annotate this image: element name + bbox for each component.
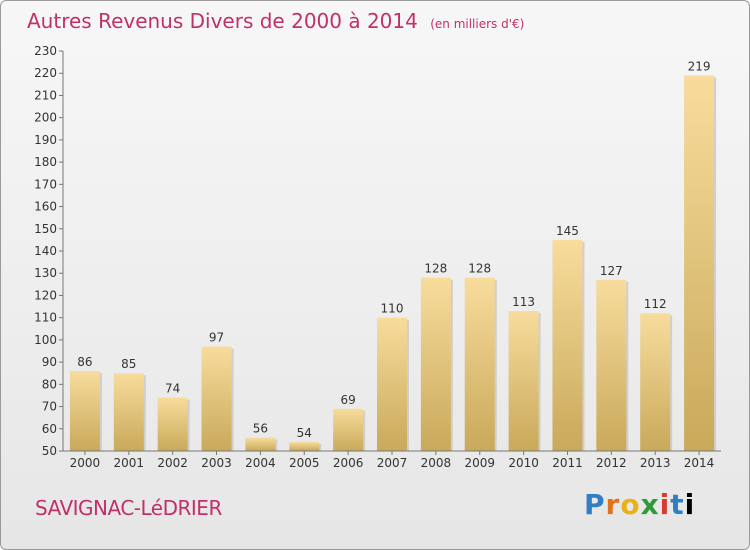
x-tick-label: 2013	[640, 456, 671, 470]
bar-value-label: 128	[468, 262, 491, 276]
y-tick-label: 230	[34, 44, 57, 58]
logo-letter: i	[659, 488, 671, 521]
bar	[420, 277, 451, 451]
y-tick-label: 160	[34, 200, 57, 214]
y-tick-label: 120	[34, 288, 57, 302]
city-name: SAVIGNAC-LéDRIER	[35, 496, 222, 520]
chart-title: Autres Revenus Divers de 2000 à 2014 (en…	[27, 9, 524, 33]
y-tick-label: 50	[42, 444, 57, 458]
x-tick-label: 2010	[508, 456, 539, 470]
y-tick-label: 90	[42, 355, 57, 369]
y-tick-label: 130	[34, 266, 57, 280]
logo-letter: t	[670, 488, 685, 521]
y-tick-label: 140	[34, 244, 57, 258]
x-tick-label: 2004	[245, 456, 276, 470]
y-tick-label: 190	[34, 133, 57, 147]
y-tick-label: 60	[42, 422, 57, 436]
y-tick-label: 180	[34, 155, 57, 169]
x-tick-label: 2009	[464, 456, 495, 470]
bar-value-label: 86	[77, 355, 92, 369]
logo-letter: P	[584, 488, 606, 521]
logo-letter: x	[640, 488, 660, 521]
bar	[640, 313, 671, 451]
x-tick-label: 2000	[70, 456, 101, 470]
bar	[684, 75, 715, 451]
bar-value-label: 145	[556, 224, 579, 238]
x-tick-label: 2012	[596, 456, 627, 470]
bar	[508, 311, 539, 451]
y-tick-label: 70	[42, 400, 57, 414]
bar-value-label: 74	[165, 382, 180, 396]
x-tick-label: 2001	[114, 456, 145, 470]
y-tick-label: 80	[42, 377, 57, 391]
x-tick-label: 2011	[552, 456, 583, 470]
y-tick-label: 100	[34, 333, 57, 347]
x-tick-label: 2014	[684, 456, 715, 470]
chart-title-text: Autres Revenus Divers de 2000 à 2014	[27, 9, 418, 33]
y-tick-label: 200	[34, 111, 57, 125]
bar-value-label: 110	[381, 302, 404, 316]
proxiti-logo: Proxiti	[584, 488, 695, 521]
bar-value-label: 54	[297, 426, 312, 440]
bar-value-label: 127	[600, 264, 623, 278]
bar-value-label: 85	[121, 357, 136, 371]
x-tick-label: 2002	[157, 456, 188, 470]
x-tick-label: 2007	[377, 456, 408, 470]
logo-letter: r	[605, 488, 621, 521]
y-tick-label: 110	[34, 311, 57, 325]
x-tick-label: 2005	[289, 456, 320, 470]
x-tick-label: 2008	[421, 456, 452, 470]
bar	[157, 397, 188, 451]
x-tick-label: 2006	[333, 456, 364, 470]
bar-value-label: 219	[688, 59, 711, 73]
bar	[552, 239, 583, 451]
bar-value-label: 97	[209, 331, 224, 345]
logo-letter: i	[684, 488, 696, 521]
bar	[245, 437, 276, 451]
y-tick-label: 170	[34, 177, 57, 191]
x-tick-label: 2003	[201, 456, 232, 470]
bar	[333, 408, 364, 451]
bar	[596, 279, 627, 451]
bar-value-label: 113	[512, 295, 535, 309]
y-tick-label: 210	[34, 88, 57, 102]
bar-value-label: 128	[424, 262, 447, 276]
y-tick-label: 220	[34, 66, 57, 80]
bar	[113, 373, 144, 451]
bar-value-label: 69	[340, 393, 355, 407]
y-tick-label: 150	[34, 222, 57, 236]
logo-letter: o	[620, 488, 641, 521]
bar	[69, 371, 100, 451]
chart-unit: (en milliers d'€)	[430, 17, 525, 31]
bar	[464, 277, 495, 451]
bar	[377, 317, 407, 451]
bar	[289, 442, 320, 451]
bar	[201, 346, 232, 451]
bar-value-label: 112	[644, 297, 667, 311]
bar-value-label: 56	[253, 422, 268, 436]
